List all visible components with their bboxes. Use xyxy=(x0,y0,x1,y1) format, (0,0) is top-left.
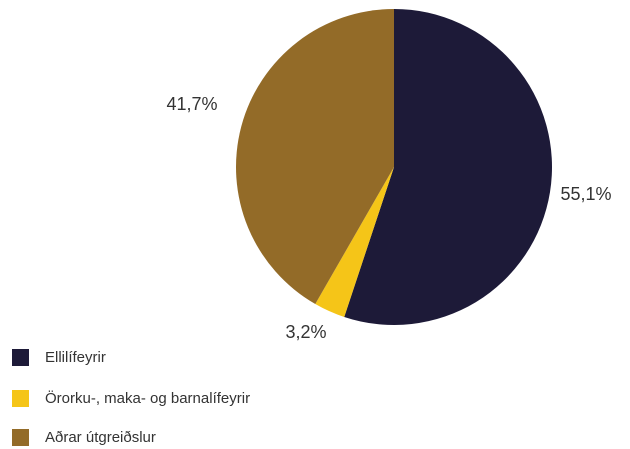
slice-ellilifeyrir xyxy=(344,9,552,325)
legend-swatch xyxy=(12,428,29,446)
legend-swatch xyxy=(12,389,29,407)
label-adrar-utgreidslur: 41,7% xyxy=(166,94,217,114)
legend-label: Ellilífeyrir xyxy=(45,348,106,366)
legend-swatch xyxy=(12,348,29,366)
pie-labels: 55,1% 3,2% 41,7% xyxy=(166,94,611,342)
legend-item-ellilifeyrir: Ellilífeyrir xyxy=(12,345,106,369)
legend-item-adrar-utgreidslur: Aðrar útgreiðslur xyxy=(12,425,156,449)
pie-slices xyxy=(236,9,552,325)
legend-label: Aðrar útgreiðslur xyxy=(45,428,156,446)
legend-item-ororku-lifeyrir: Örorku-, maka- og barnalífeyrir xyxy=(12,386,250,410)
slice-adrar-utgreidslur xyxy=(236,9,394,304)
slice-ororku-lifeyrir xyxy=(315,167,394,317)
legend-label: Örorku-, maka- og barnalífeyrir xyxy=(45,389,251,407)
label-ororku-lifeyrir: 3,2% xyxy=(285,322,326,342)
label-ellilifeyrir: 55,1% xyxy=(560,184,611,204)
